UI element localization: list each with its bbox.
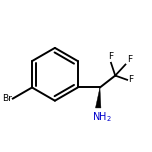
Text: F: F (129, 75, 134, 84)
Text: Br: Br (2, 94, 12, 103)
Polygon shape (95, 88, 101, 108)
Text: F: F (108, 52, 113, 61)
Text: NH$_2$: NH$_2$ (92, 110, 112, 124)
Text: F: F (127, 55, 132, 64)
